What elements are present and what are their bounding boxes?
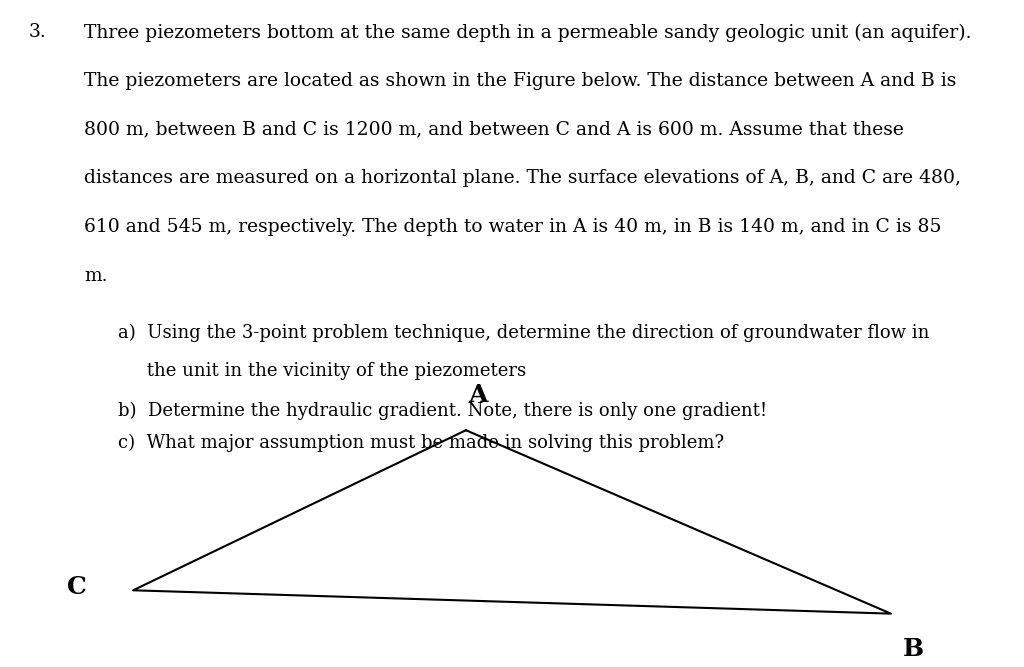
Text: 3.: 3. (29, 23, 46, 41)
Text: b)  Determine the hydraulic gradient. Note, there is only one gradient!: b) Determine the hydraulic gradient. Not… (118, 402, 767, 420)
Text: m.: m. (84, 267, 108, 285)
Text: a)  Using the 3-point problem technique, determine the direction of groundwater : a) Using the 3-point problem technique, … (118, 323, 929, 342)
Text: 800 m, between B and C is 1200 m, and between C and A is 600 m. Assume that thes: 800 m, between B and C is 1200 m, and be… (84, 121, 904, 139)
Text: Three piezometers bottom at the same depth in a permeable sandy geologic unit (a: Three piezometers bottom at the same dep… (84, 23, 972, 41)
Text: distances are measured on a horizontal plane. The surface elevations of A, B, an: distances are measured on a horizontal p… (84, 169, 961, 187)
Text: c)  What major assumption must be made in solving this problem?: c) What major assumption must be made in… (118, 434, 724, 452)
Text: The piezometers are located as shown in the Figure below. The distance between A: The piezometers are located as shown in … (84, 72, 956, 90)
Text: B: B (903, 637, 924, 661)
Text: A: A (468, 383, 488, 407)
Text: the unit in the vicinity of the piezometers: the unit in the vicinity of the piezomet… (118, 362, 526, 380)
Text: C: C (67, 575, 87, 599)
Text: 610 and 545 m, respectively. The depth to water in A is 40 m, in B is 140 m, and: 610 and 545 m, respectively. The depth t… (84, 218, 941, 236)
